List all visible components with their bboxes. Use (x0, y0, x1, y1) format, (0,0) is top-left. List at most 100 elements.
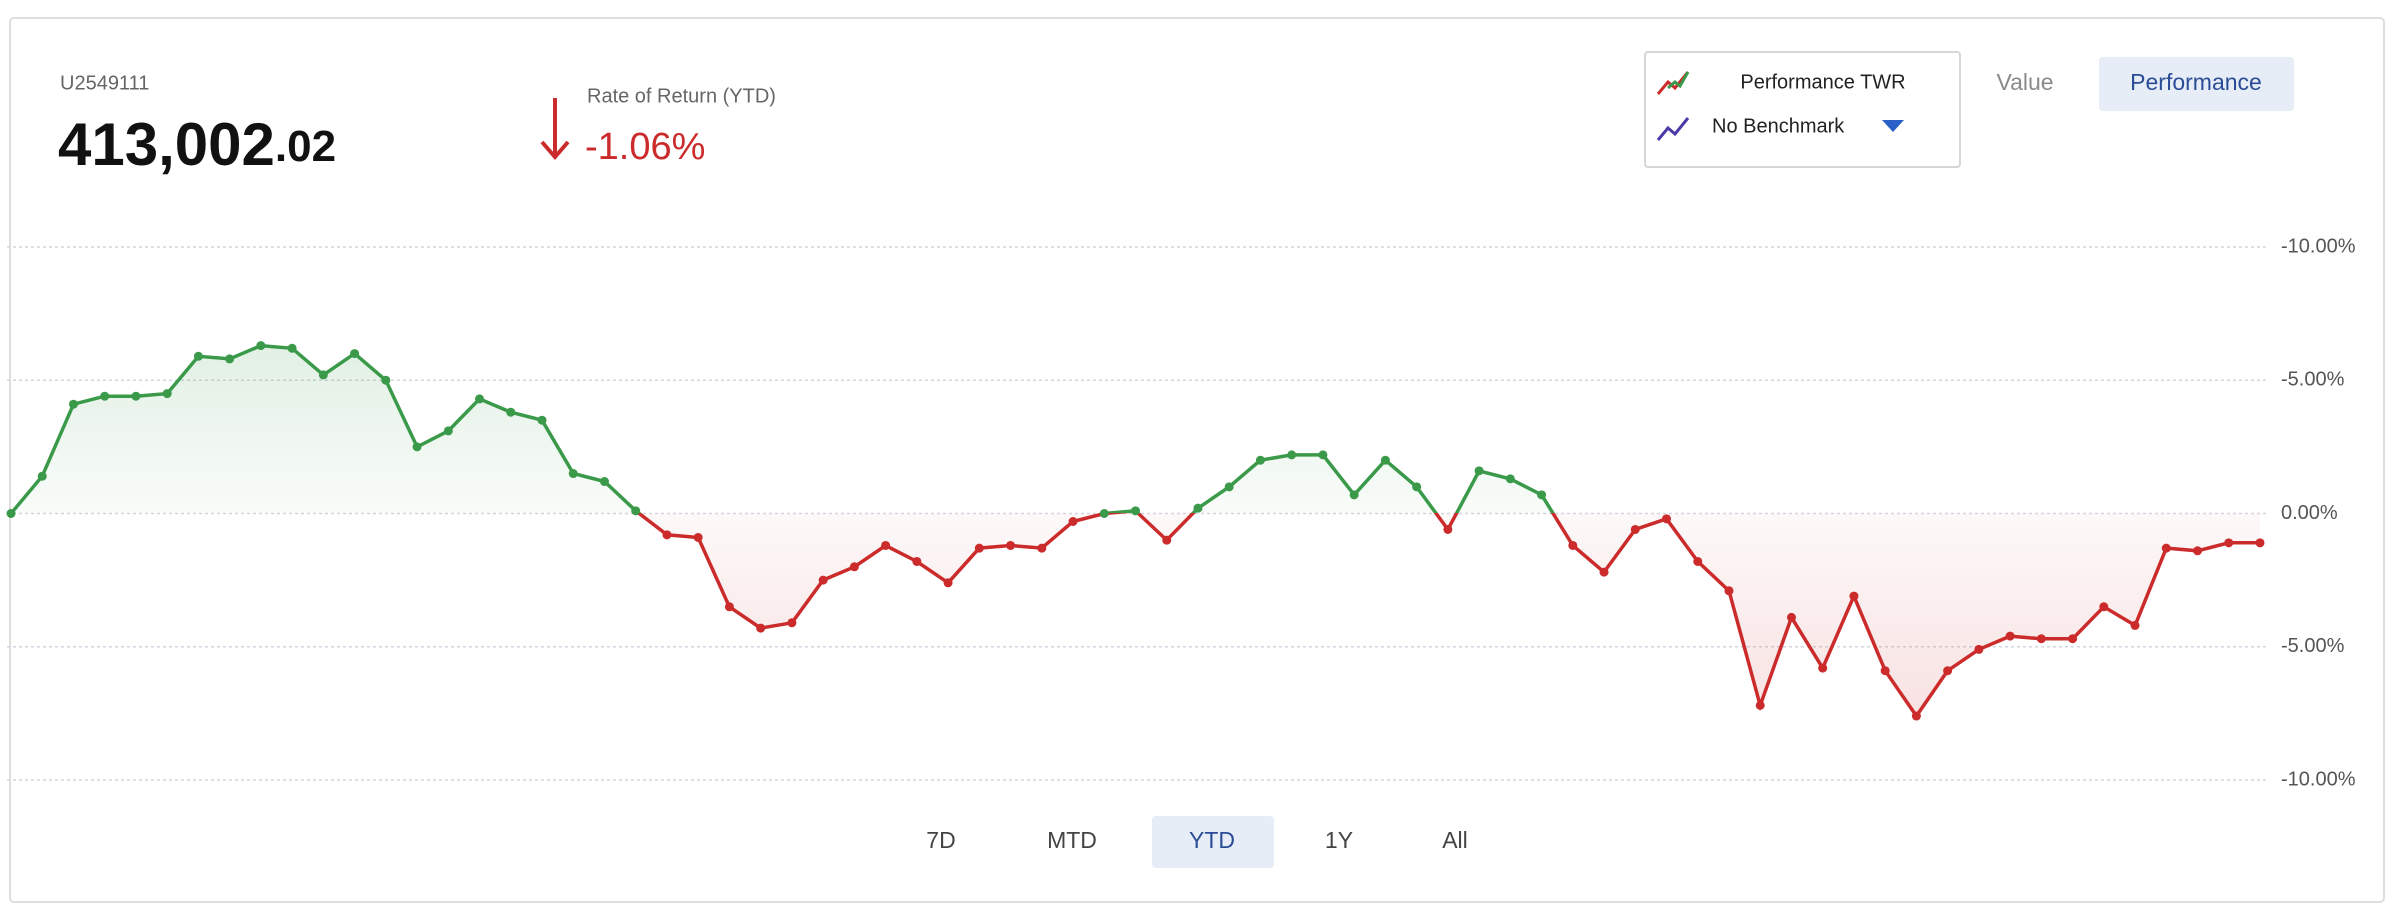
rate-label: Rate of Return (YTD) (587, 85, 776, 107)
data-point (1099, 509, 1109, 518)
data-point (193, 351, 203, 361)
value-decimals: .02 (275, 122, 336, 171)
data-point (1162, 535, 1172, 545)
range-button[interactable]: YTD (1189, 827, 1235, 853)
legend-icon (1656, 117, 1690, 141)
data-point (1599, 567, 1609, 577)
rate-value: -1.06% (585, 126, 705, 168)
data-point (537, 415, 547, 425)
data-point (2161, 543, 2171, 553)
data-point (1287, 450, 1297, 460)
data-point (412, 442, 422, 452)
data-point (2036, 634, 2046, 644)
range-button[interactable]: 1Y (1325, 827, 1353, 853)
account-id: U2549111 (60, 72, 149, 94)
data-point (6, 509, 16, 518)
data-point (1474, 466, 1484, 476)
dropdown-caret[interactable] (1882, 120, 1904, 132)
data-point (756, 623, 766, 633)
data-point (1068, 516, 1078, 526)
data-point (1755, 700, 1765, 710)
data-point (1568, 540, 1578, 550)
legend-entry: Performance TWR (1740, 71, 1905, 93)
y-tick-label: 0.00% (2281, 502, 2338, 524)
data-point (1537, 490, 1547, 500)
data-point (1318, 450, 1328, 460)
data-point (974, 543, 984, 553)
data-point (2130, 620, 2140, 630)
data-point (475, 394, 485, 404)
data-point (1224, 482, 1234, 492)
legend-icon (1667, 71, 1690, 90)
data-point (1786, 612, 1796, 622)
data-point (100, 391, 110, 401)
data-point (225, 354, 235, 364)
data-point (881, 540, 891, 550)
data-point (1505, 474, 1515, 484)
data-point (37, 471, 47, 481)
data-point (350, 349, 360, 359)
data-point (943, 578, 953, 588)
legend-entry[interactable]: No Benchmark (1712, 115, 1845, 137)
y-tick-label: -5.00% (2281, 635, 2345, 657)
data-point (1880, 666, 1890, 676)
data-point (2255, 538, 2265, 548)
data-point (1724, 586, 1734, 596)
data-point (1974, 644, 1984, 654)
card (9, 17, 2385, 903)
range-button[interactable]: 7D (926, 827, 955, 853)
data-point (1131, 506, 1140, 516)
data-point (849, 562, 859, 572)
data-point (631, 506, 641, 516)
data-point (818, 575, 828, 585)
data-point (1911, 711, 1921, 721)
toggle-active-bg[interactable] (2099, 57, 2294, 111)
data-point (1412, 482, 1422, 492)
data-point (162, 389, 172, 399)
legend-box[interactable] (1644, 51, 1961, 168)
data-point (1818, 663, 1828, 673)
account-value: 413,002.02 (58, 111, 336, 178)
data-point (787, 618, 797, 628)
data-point (443, 426, 453, 436)
data-point (2099, 602, 2109, 612)
data-point (318, 370, 328, 380)
data-point (131, 391, 141, 401)
data-point (693, 532, 703, 542)
data-point (1943, 666, 1953, 676)
data-point (1193, 503, 1203, 513)
data-point (68, 399, 78, 409)
data-point (1693, 556, 1703, 566)
data-point (1380, 455, 1390, 465)
data-point (1255, 455, 1265, 465)
range-active-bg[interactable] (1152, 816, 1274, 868)
y-tick-label: -10.00% (2281, 768, 2356, 790)
data-point (287, 343, 297, 353)
data-point (506, 407, 516, 417)
data-point (568, 469, 578, 479)
data-point (599, 477, 609, 487)
data-point (1349, 490, 1359, 500)
data-point (724, 602, 734, 612)
toggle-button[interactable]: Performance (2130, 69, 2262, 95)
down-arrow (540, 98, 570, 161)
data-point (1443, 524, 1453, 534)
data-point (912, 556, 922, 566)
data-point (381, 375, 391, 385)
data-point (2068, 634, 2078, 644)
data-point (256, 341, 266, 351)
data-point (1006, 540, 1016, 550)
value-main: 413,002 (58, 111, 275, 178)
y-tick-label: -5.00% (2281, 369, 2345, 391)
range-button[interactable]: All (1442, 827, 1468, 853)
data-point (2224, 538, 2234, 548)
data-point (1037, 543, 1047, 553)
data-point (662, 530, 672, 540)
data-point (1849, 591, 1859, 601)
area-positive (11, 345, 1553, 513)
range-button[interactable]: MTD (1047, 827, 1097, 853)
toggle-button[interactable]: Value (1996, 69, 2053, 95)
y-tick-label: -10.00% (2281, 235, 2356, 257)
area-negative (11, 513, 2260, 716)
